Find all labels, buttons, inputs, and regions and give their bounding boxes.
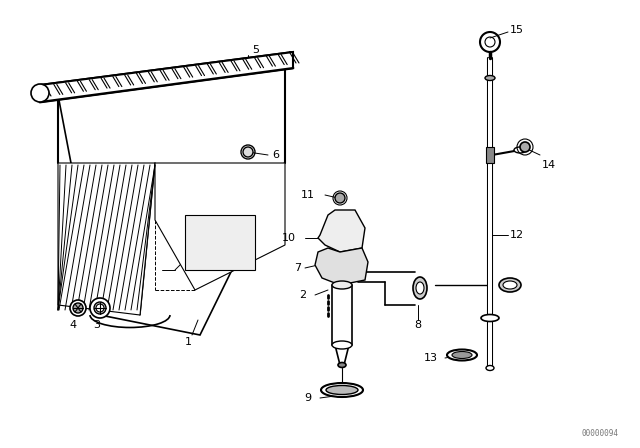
Text: 10: 10 [282, 233, 296, 243]
Circle shape [335, 193, 345, 203]
Text: 7: 7 [294, 263, 301, 273]
Text: 00000094: 00000094 [581, 429, 618, 438]
Ellipse shape [452, 352, 472, 358]
Text: 11: 11 [301, 190, 315, 200]
Text: 6: 6 [272, 150, 279, 160]
Ellipse shape [514, 147, 526, 153]
Text: 1: 1 [184, 337, 191, 347]
Circle shape [243, 147, 253, 157]
Ellipse shape [447, 349, 477, 361]
Text: 4: 4 [69, 320, 77, 330]
Ellipse shape [338, 362, 346, 367]
Bar [488, 58, 492, 368]
Ellipse shape [503, 281, 517, 289]
Text: 13: 13 [424, 353, 438, 363]
Polygon shape [486, 147, 494, 163]
Polygon shape [318, 210, 365, 252]
Text: 15: 15 [510, 25, 524, 35]
Polygon shape [315, 248, 368, 285]
Ellipse shape [332, 281, 352, 289]
Text: 5: 5 [252, 45, 259, 55]
Ellipse shape [31, 84, 49, 102]
Ellipse shape [499, 278, 521, 292]
Ellipse shape [326, 385, 358, 395]
Circle shape [96, 304, 104, 312]
Ellipse shape [416, 282, 424, 294]
Polygon shape [185, 215, 255, 270]
Ellipse shape [413, 277, 427, 299]
Polygon shape [58, 62, 285, 335]
Polygon shape [155, 163, 285, 290]
Text: 14: 14 [542, 160, 556, 170]
Polygon shape [40, 52, 293, 102]
Circle shape [73, 303, 83, 313]
Ellipse shape [486, 366, 494, 370]
Text: 8: 8 [415, 320, 422, 330]
Polygon shape [58, 163, 155, 315]
Ellipse shape [481, 314, 499, 322]
Ellipse shape [332, 341, 352, 349]
Circle shape [70, 300, 86, 316]
Text: 3: 3 [93, 320, 100, 330]
Text: 9: 9 [305, 393, 312, 403]
Ellipse shape [321, 383, 363, 397]
Ellipse shape [485, 76, 495, 81]
Text: 12: 12 [510, 230, 524, 240]
Text: 2: 2 [300, 290, 307, 300]
Circle shape [90, 298, 110, 318]
Circle shape [520, 142, 530, 152]
Circle shape [94, 302, 106, 314]
